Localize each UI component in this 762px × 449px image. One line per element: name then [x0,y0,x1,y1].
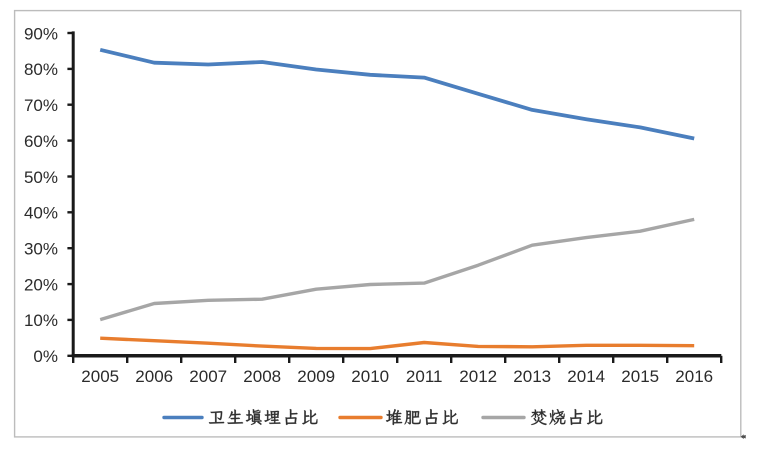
svg-text:2005: 2005 [81,367,119,386]
svg-text:80%: 80% [24,60,58,79]
svg-text:2006: 2006 [135,367,173,386]
svg-text:2012: 2012 [459,367,497,386]
svg-text:70%: 70% [24,96,58,115]
svg-text:30%: 30% [24,240,58,259]
svg-text:90%: 90% [24,24,58,43]
svg-text:2014: 2014 [567,367,605,386]
svg-text:2013: 2013 [513,367,551,386]
svg-text:20%: 20% [24,275,58,294]
svg-text:2008: 2008 [243,367,281,386]
svg-text:2010: 2010 [351,367,389,386]
svg-text:50%: 50% [24,168,58,187]
svg-text:0%: 0% [33,347,58,366]
svg-text:2015: 2015 [621,367,659,386]
svg-text:10%: 10% [24,311,58,330]
svg-text:60%: 60% [24,132,58,151]
svg-text:2007: 2007 [189,367,227,386]
svg-text:2009: 2009 [297,367,335,386]
svg-text:40%: 40% [24,204,58,223]
svg-text:2011: 2011 [406,367,443,386]
svg-text:2016: 2016 [675,367,713,386]
